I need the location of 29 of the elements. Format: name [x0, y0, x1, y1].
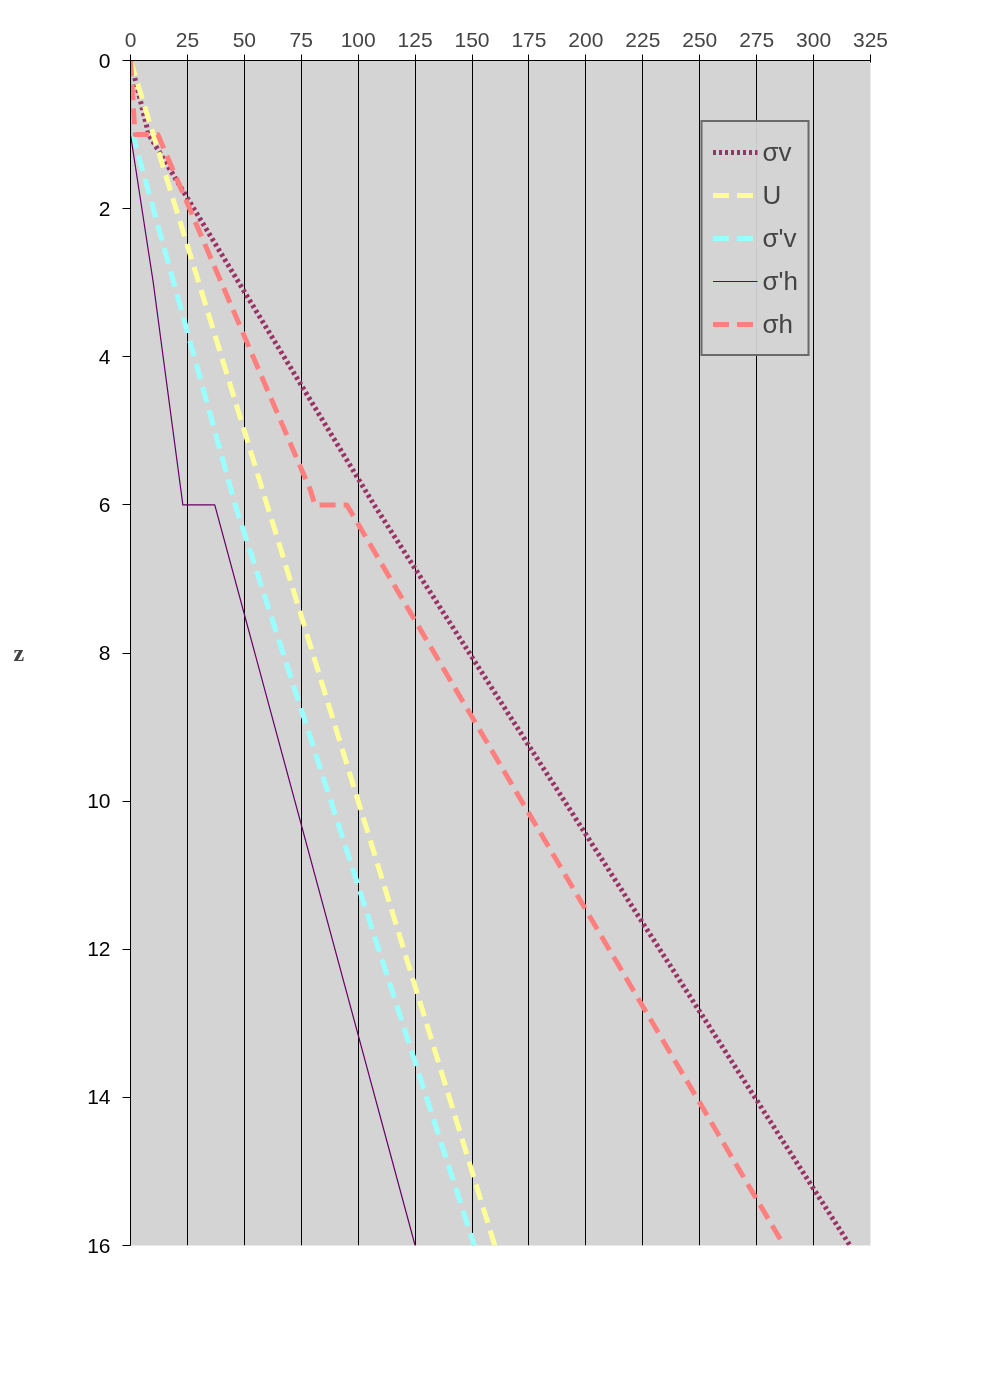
x-tick-label: 275 [739, 27, 775, 51]
legend-label: U [762, 178, 783, 212]
x-tick-label: 175 [511, 27, 547, 51]
x-tick-label: 125 [397, 27, 433, 51]
x-tick-label: 300 [796, 27, 832, 51]
y-tick-label: 16 [87, 1233, 111, 1257]
x-tick-label: 75 [289, 27, 313, 51]
y-tick-label: 10 [87, 789, 111, 813]
x-tick-label: 325 [852, 27, 889, 51]
x-tick-label: 225 [625, 27, 661, 51]
y-tick-label: 8 [98, 641, 111, 664]
x-tick-label: 150 [454, 27, 490, 51]
y-tick-label: 12 [87, 937, 111, 961]
x-tick-label: 0 [124, 27, 137, 51]
legend-label: σ'v [762, 221, 797, 255]
legend-label: σv [762, 135, 792, 169]
x-tick-label: 25 [175, 27, 200, 51]
y-tick-label: 14 [87, 1085, 111, 1109]
x-tick-label: 50 [232, 27, 257, 51]
y-tick-label: 4 [98, 344, 111, 368]
x-tick-label: 100 [340, 27, 376, 51]
legend-label: σ'h [762, 264, 798, 298]
y-axis-title: z [13, 640, 25, 666]
legend-label: σh [762, 307, 794, 341]
x-tick-label: 200 [568, 27, 604, 51]
y-tick-label: 0 [98, 48, 111, 72]
x-tick-label: 250 [682, 27, 718, 51]
y-tick-label: 6 [98, 492, 111, 516]
y-tick-label: 2 [98, 196, 111, 220]
